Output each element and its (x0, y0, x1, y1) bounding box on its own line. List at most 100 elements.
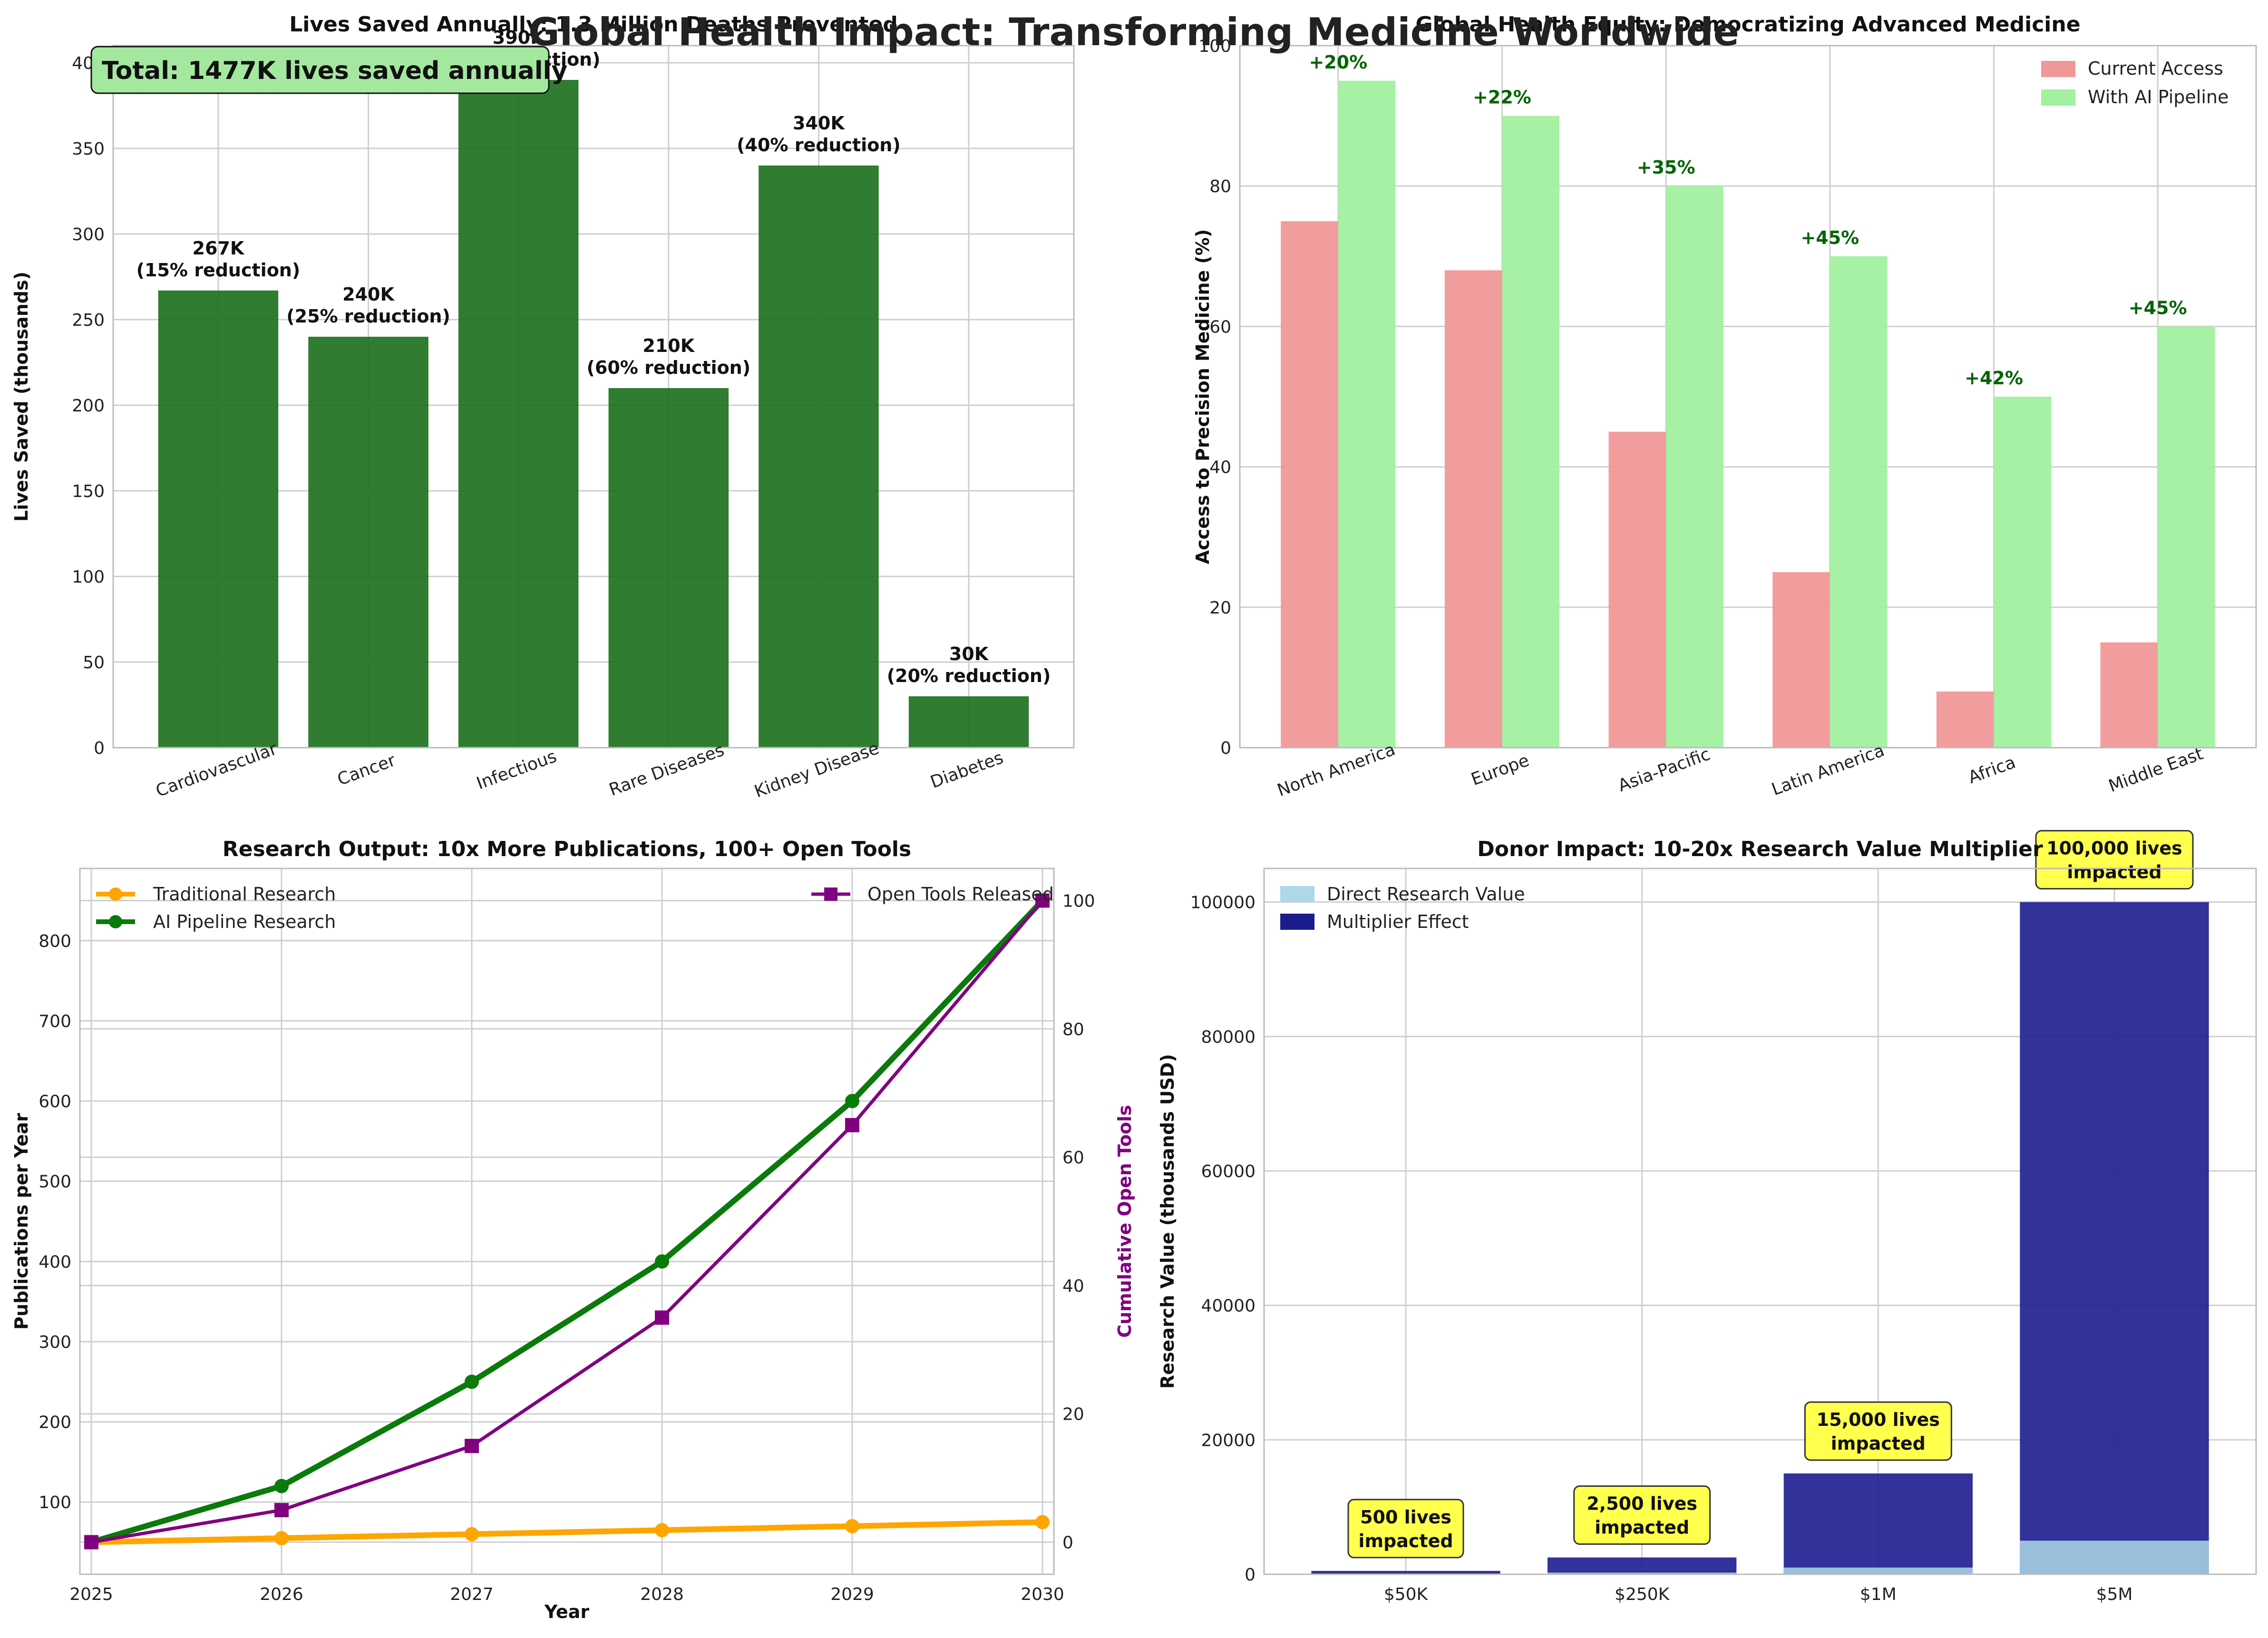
figure-title: Global Health Impact: Transforming Medic… (528, 10, 1739, 54)
x-axis-label: Year (544, 1601, 589, 1622)
bar-multiplier-5m (2020, 902, 2209, 1574)
y-tick-label: 150 (72, 482, 105, 501)
total-box (90, 46, 550, 94)
bar-multiplier-50k (1311, 1570, 1500, 1574)
legend-label: AI Pipeline Research (153, 911, 336, 932)
bar-reduction-label: (25% reduction) (286, 306, 450, 327)
improvement-label: +45% (2129, 297, 2187, 318)
bar-ai-north-america (1338, 80, 1396, 748)
series-point-open-tools-released (655, 1310, 669, 1325)
total-label: Total: 1477K lives saved annually (102, 57, 567, 85)
bar-kidney-disease (759, 166, 879, 748)
series-point-open-tools-released (465, 1439, 479, 1453)
y2-tick-label: 0 (1062, 1533, 1073, 1553)
series-point-ai-pipeline-research (274, 1479, 289, 1493)
x-tick-label: 2025 (69, 1585, 113, 1604)
plot-frame (1239, 45, 2257, 749)
bar-reduction-label: (20% reduction) (887, 665, 1051, 686)
bar-infectious (458, 80, 579, 748)
series-point-open-tools-released (1035, 893, 1050, 908)
y-axis-label: Research Value (thousands USD) (1157, 1054, 1178, 1389)
bar-current-asia-pacific (1608, 431, 1666, 748)
health-equity-panel: 020406080100+20%+22%+35%+45%+42%+45%Nort… (1192, 12, 2257, 800)
annotation-box (1573, 1485, 1711, 1545)
bar-value-label: 30K (949, 644, 989, 664)
donor-impact-panel: 0 20000 40000 60000 80000 100000 $50K $250K $1M $… (1157, 830, 2257, 1604)
legend-swatch (2041, 61, 2075, 77)
legend-swatch (1280, 914, 1314, 930)
bar-ai-middle-east (2158, 326, 2215, 748)
bar-reduction-label: (60% reduction) (587, 357, 751, 378)
y-tick-label: 40 (1209, 458, 1231, 478)
y-tick-label: 20000 (1201, 1431, 1256, 1450)
bar-cardiovascular (158, 290, 279, 748)
legend-label: Direct Research Value (1327, 884, 1525, 905)
y-tick-label: 100 (72, 567, 105, 587)
y2-tick-label: 80 (1062, 1020, 1084, 1039)
improvement-label: +45% (1801, 227, 1859, 248)
y-tick-label: 500 (39, 1172, 71, 1192)
bar-value-label: 340K (793, 113, 845, 134)
legend-swatch (1280, 886, 1314, 902)
series-point-open-tools-released (845, 1118, 859, 1132)
bar-ai-africa (1994, 397, 2052, 748)
annotation-box (2035, 830, 2194, 890)
series-point-ai-pipeline-research (655, 1254, 669, 1269)
y-tick-label: 200 (39, 1413, 71, 1433)
y-axis-label: Publications per Year (11, 1113, 32, 1330)
legend-marker (824, 887, 837, 901)
y-tick-label: 0 (94, 739, 105, 758)
series-point-traditional-research (1035, 1515, 1050, 1530)
series-line-traditional-research (91, 1519, 1043, 1545)
bar-value-label: 240K (342, 284, 395, 305)
y-tick-label: 50 (83, 653, 105, 673)
annotation-line: impacted (1358, 1531, 1453, 1551)
bar-multiplier-250k (1548, 1557, 1737, 1574)
y-tick-label: 400 (39, 1252, 71, 1272)
y2-tick-label: 100 (1062, 891, 1095, 911)
improvement-label: +20% (1309, 52, 1367, 73)
x-tick-label: $250K (1615, 1585, 1670, 1604)
series-point-traditional-research (655, 1523, 669, 1538)
plot-frame (79, 868, 1055, 1575)
y2-tick-label: 20 (1062, 1405, 1084, 1424)
series-point-traditional-research (274, 1531, 289, 1546)
y-tick-label: 60 (1209, 317, 1231, 337)
bar-ai-latin-america (1830, 256, 1888, 748)
annotation-line: impacted (2067, 862, 2161, 883)
series-point-open-tools-released (84, 1535, 98, 1550)
y-tick-label: 100000 (1190, 893, 1256, 913)
bar-rare-diseases (608, 388, 729, 748)
x-tick-label: 2026 (260, 1585, 303, 1604)
improvement-label: +42% (1965, 368, 2023, 389)
y2-tick-label: 60 (1062, 1148, 1084, 1168)
y-tick-label: 80 (1209, 177, 1231, 196)
research-output-panel: 100 200 300 400 500 600 700 800 0 20 40 60 80 100 2025… (11, 837, 1135, 1622)
bar-current-middle-east (2100, 642, 2158, 748)
y-tick-label: 20 (1209, 598, 1231, 618)
legend-label: Current Access (2088, 58, 2223, 79)
annotation-line: 15,000 lives (1817, 1409, 1940, 1430)
annotation-line: impacted (1595, 1517, 1689, 1538)
annotation-box (1347, 1499, 1464, 1559)
y-tick-label: 300 (72, 225, 105, 244)
legend-marker (109, 915, 122, 928)
bar-diabetes (908, 696, 1029, 748)
improvement-label: +35% (1637, 157, 1695, 178)
panel-title: Lives Saved Annually: 1.3 Million Deaths… (289, 12, 898, 37)
x-tick-label: $50K (1384, 1585, 1429, 1604)
improvement-label: +22% (1473, 87, 1531, 108)
y-axis-label: Lives Saved (thousands) (11, 272, 32, 522)
y-tick-label: 600 (39, 1092, 71, 1112)
series-point-traditional-research (465, 1527, 479, 1541)
annotation-line: 100,000 lives (2046, 838, 2182, 859)
bar-ai-europe (1502, 116, 1560, 748)
y-tick-label: 40000 (1201, 1297, 1256, 1316)
legend-label: Multiplier Effect (1327, 911, 1469, 932)
bar-direct-250k (1548, 1572, 1737, 1574)
bar-current-africa (1936, 691, 1994, 748)
y-axis-label: Access to Precision Medicine (%) (1192, 229, 1213, 564)
y-tick-label: 800 (39, 932, 71, 951)
